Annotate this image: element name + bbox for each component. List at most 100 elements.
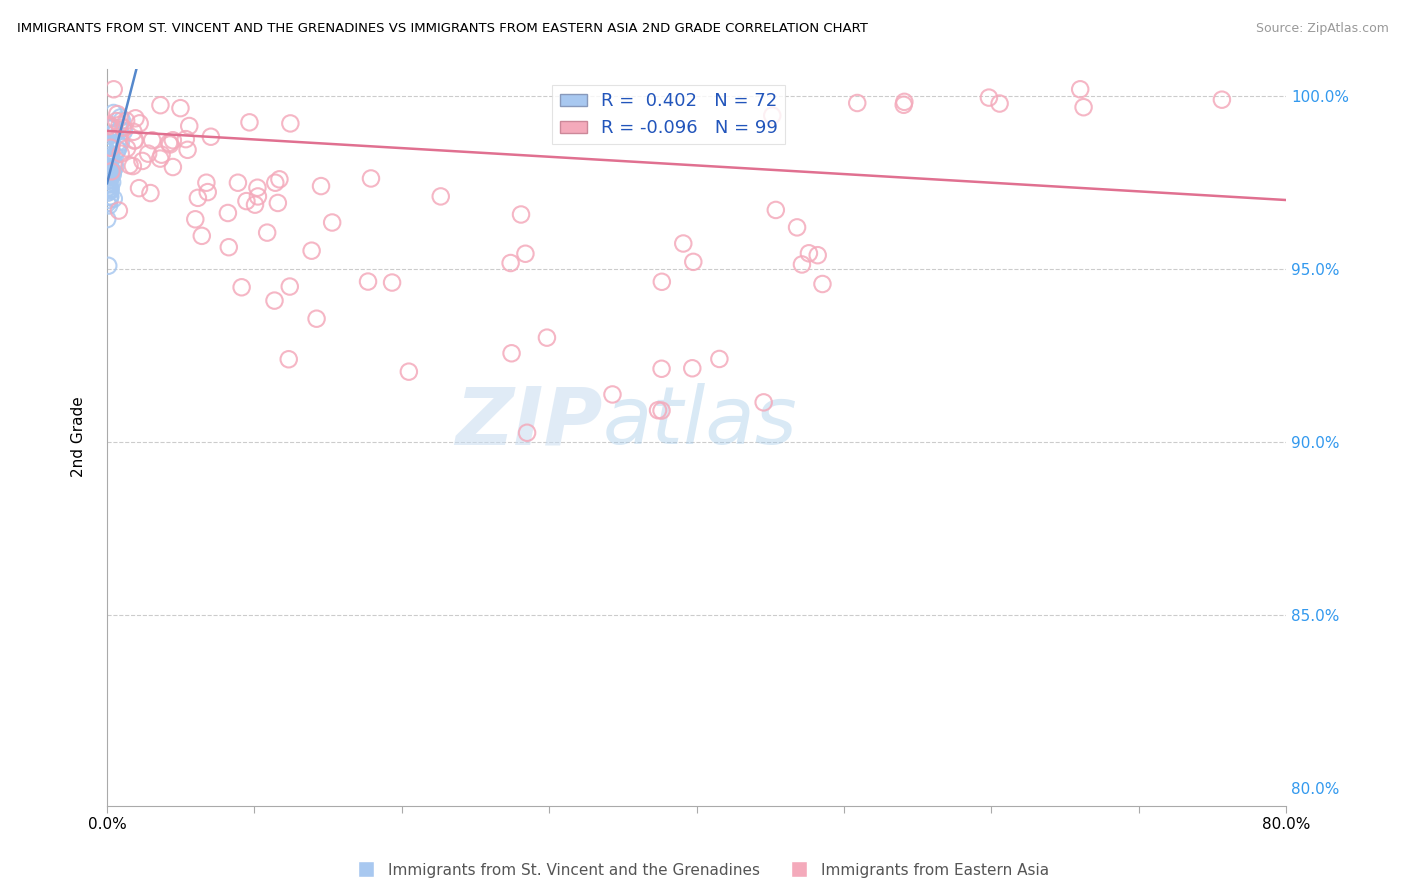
- Point: [96, 212, 118, 227]
- Legend: Immigrants from St. Vincent and the Grenadines, Immigrants from Eastern Asia: Immigrants from St. Vincent and the Gren…: [352, 856, 1054, 884]
- Point: [98, 166, 121, 180]
- Point: [1073, 100, 1095, 114]
- Point: [267, 196, 290, 211]
- Point: [100, 169, 122, 184]
- Point: [672, 236, 695, 251]
- Point: [231, 280, 253, 294]
- Point: [98, 152, 121, 166]
- Point: [108, 118, 131, 132]
- Point: [846, 95, 869, 110]
- Point: [195, 176, 218, 190]
- Point: [104, 160, 127, 174]
- Point: [191, 228, 214, 243]
- Point: [357, 275, 380, 289]
- Point: [104, 148, 127, 162]
- Point: [96, 174, 118, 188]
- Point: [97, 181, 120, 195]
- Point: [280, 116, 302, 130]
- Point: [243, 197, 266, 211]
- Point: [786, 220, 808, 235]
- Text: atlas: atlas: [602, 384, 797, 461]
- Point: [97, 155, 120, 169]
- Point: [110, 136, 132, 150]
- Point: [682, 255, 704, 269]
- Point: [98, 118, 121, 132]
- Point: [499, 256, 522, 270]
- Point: [988, 96, 1011, 111]
- Point: [381, 276, 404, 290]
- Point: [162, 160, 184, 174]
- Point: [128, 116, 150, 130]
- Point: [115, 141, 138, 155]
- Point: [98, 156, 121, 170]
- Point: [97, 119, 120, 133]
- Point: [96, 171, 118, 186]
- Point: [301, 244, 323, 258]
- Point: [97, 152, 120, 166]
- Point: [101, 151, 124, 165]
- Point: [136, 146, 159, 161]
- Point: [100, 182, 122, 196]
- Point: [122, 125, 145, 139]
- Point: [107, 143, 129, 157]
- Point: [101, 165, 124, 179]
- Point: [97, 136, 120, 151]
- Point: [681, 361, 703, 376]
- Point: [263, 293, 285, 308]
- Point: [651, 361, 673, 376]
- Point: [107, 143, 129, 157]
- Point: [108, 203, 131, 218]
- Y-axis label: 2nd Grade: 2nd Grade: [72, 397, 86, 477]
- Point: [98, 178, 121, 192]
- Point: [97, 186, 120, 200]
- Point: [149, 98, 172, 112]
- Point: [218, 240, 240, 254]
- Point: [790, 257, 813, 271]
- Point: [100, 148, 122, 162]
- Point: [515, 246, 537, 260]
- Point: [647, 403, 669, 417]
- Point: [761, 109, 783, 123]
- Point: [124, 133, 146, 147]
- Point: [1069, 82, 1091, 96]
- Point: [131, 153, 153, 168]
- Point: [811, 277, 834, 291]
- Point: [977, 90, 1000, 104]
- Point: [98, 167, 121, 181]
- Point: [187, 191, 209, 205]
- Point: [110, 146, 132, 161]
- Point: [98, 151, 121, 165]
- Point: [100, 141, 122, 155]
- Point: [277, 352, 299, 367]
- Point: [97, 180, 120, 194]
- Point: [96, 196, 118, 211]
- Point: [118, 158, 141, 172]
- Point: [501, 346, 523, 360]
- Point: [651, 275, 673, 289]
- Point: [103, 156, 125, 170]
- Point: [893, 97, 915, 112]
- Point: [101, 127, 124, 141]
- Point: [101, 168, 124, 182]
- Point: [139, 186, 162, 200]
- Point: [103, 192, 125, 206]
- Point: [278, 279, 301, 293]
- Point: [305, 311, 328, 326]
- Point: [226, 176, 249, 190]
- Point: [98, 184, 121, 198]
- Point: [97, 163, 120, 178]
- Point: [98, 161, 121, 175]
- Point: [246, 180, 269, 194]
- Point: [200, 129, 222, 144]
- Point: [97, 177, 120, 191]
- Point: [98, 173, 121, 187]
- Point: [112, 124, 135, 138]
- Point: [98, 189, 121, 203]
- Point: [398, 365, 420, 379]
- Point: [101, 127, 124, 141]
- Point: [98, 183, 121, 197]
- Point: [602, 387, 624, 401]
- Point: [98, 151, 121, 165]
- Point: [510, 207, 533, 221]
- Point: [360, 171, 382, 186]
